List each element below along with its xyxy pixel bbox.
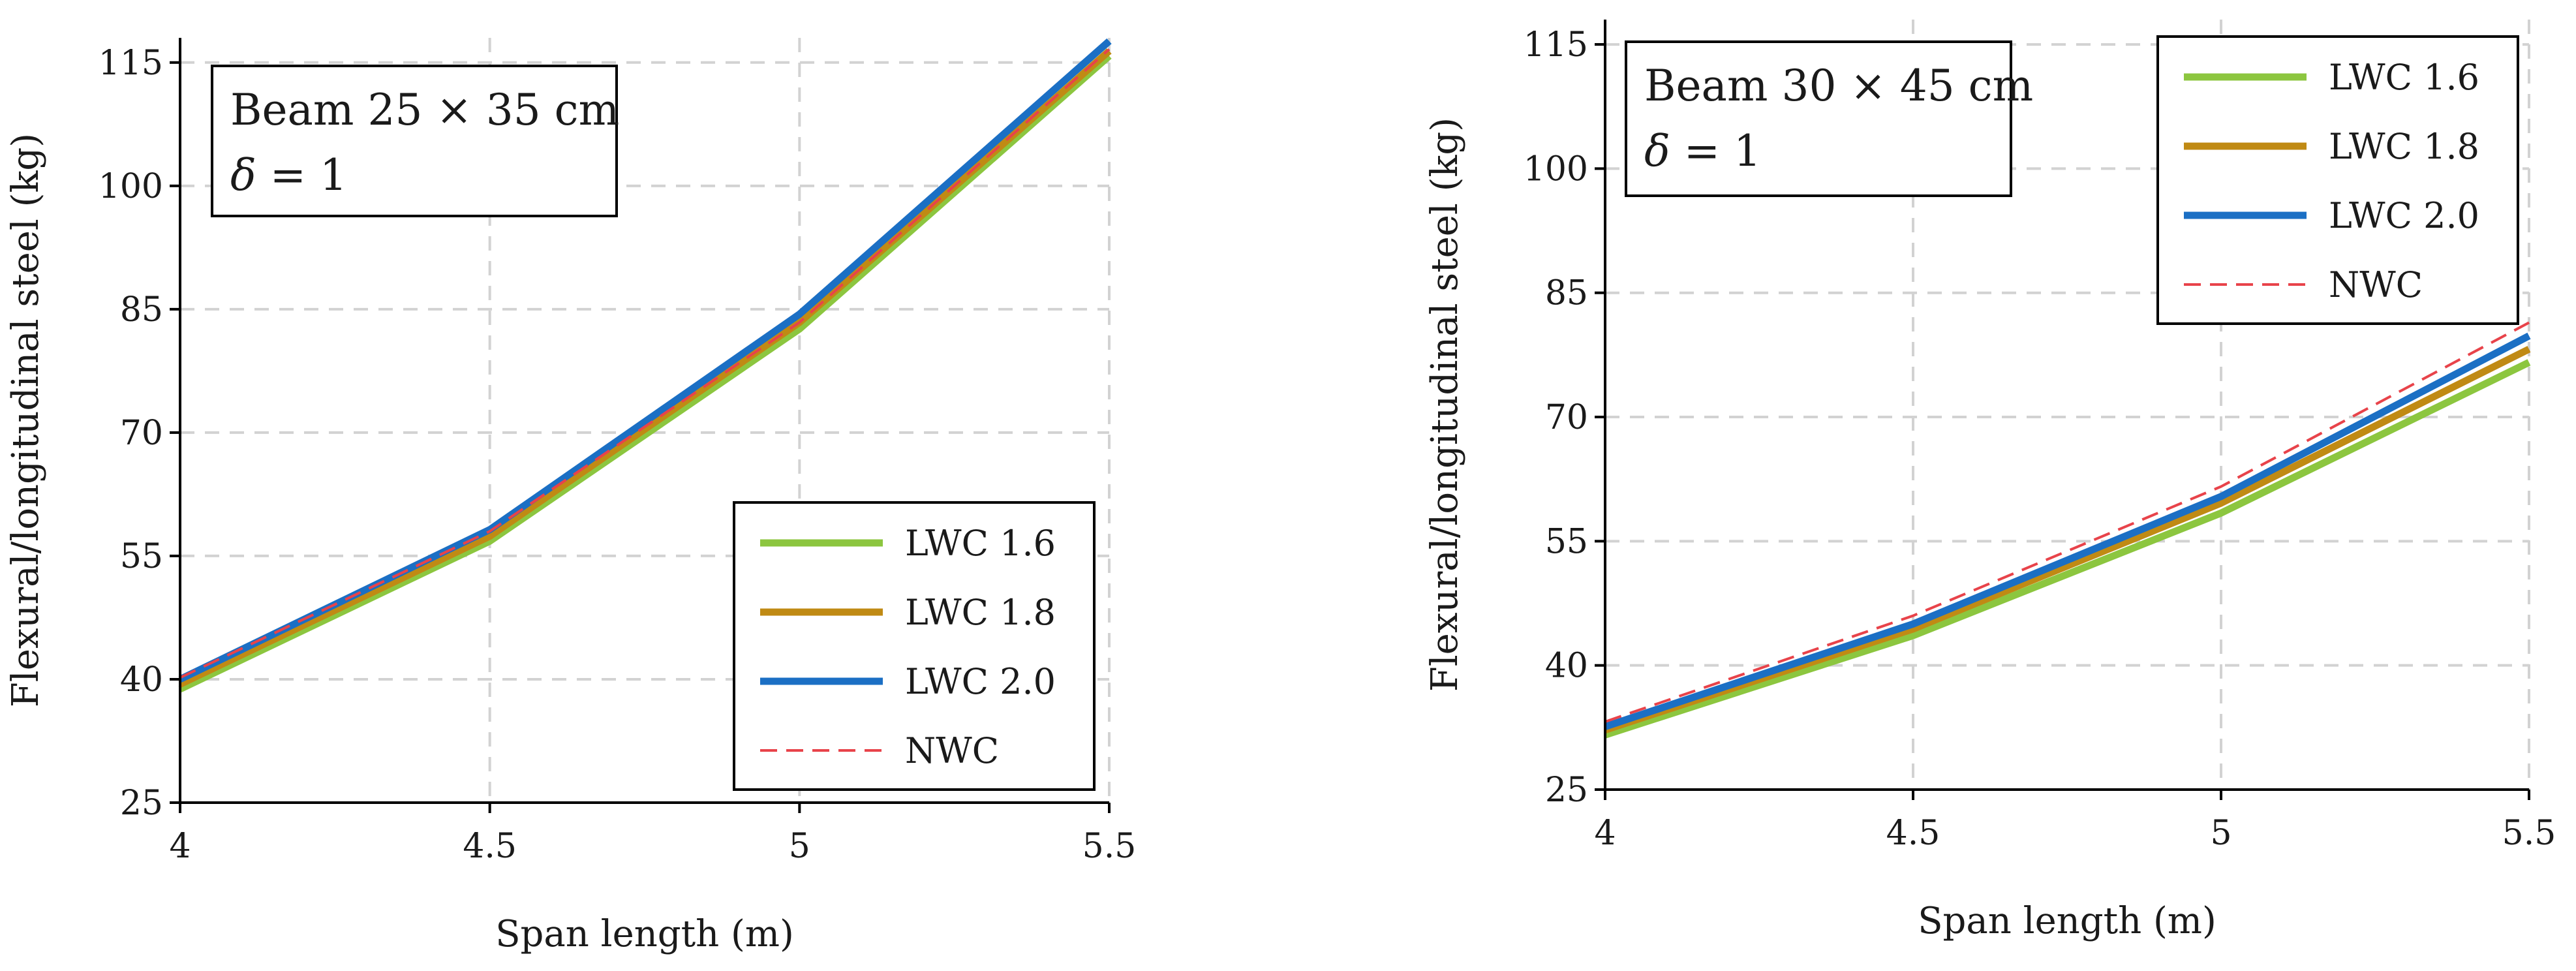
x-axis-title: Span length (m) (1918, 900, 2216, 942)
delta-symbol: δ (1644, 126, 1670, 176)
legend-label: NWC (905, 730, 999, 771)
x-tick-label: 4.5 (463, 827, 517, 866)
y-tick-label: 85 (1545, 274, 1588, 313)
legend-label: LWC 1.8 (905, 592, 1056, 633)
y-tick-label: 100 (99, 167, 163, 206)
annotation-frame (211, 65, 618, 217)
y-tick-label: 85 (120, 290, 163, 330)
y-axis-title: Flexural/longitudinal steel (kg) (5, 133, 47, 707)
x-tick-label: 5.5 (1082, 827, 1137, 866)
x-tick-label: 5 (2210, 814, 2231, 853)
annotation-box: Beam 25 × 35 cm δ = 1 (211, 65, 619, 217)
series-lines (178, 38, 1112, 693)
annotation-frame (1625, 40, 2012, 197)
y-tick-label: 40 (1545, 647, 1588, 686)
x-tick-label: 5 (789, 827, 810, 866)
series-lines (1604, 321, 2531, 739)
legend-frame (2156, 35, 2519, 325)
legend: LWC 1.6 LWC 1.8 LWC 2.0 NWC (733, 501, 1096, 791)
annotation-delta: δ = 1 (230, 150, 347, 200)
series-line-lwc-1-6 (178, 53, 1112, 693)
legend-label: LWC 2.0 (2329, 195, 2479, 236)
y-tick-label: 100 (1524, 149, 1588, 189)
series-line-lwc-1-6 (1604, 359, 2531, 739)
series-line-lwc-2-0 (1604, 332, 2531, 730)
legend: LWC 1.6 LWC 1.8 LWC 2.0 NWC (2156, 35, 2519, 325)
x-axis-title: Span length (m) (495, 913, 794, 955)
legend-item: LWC 1.8 (2184, 126, 2479, 167)
legend-label: NWC (2329, 264, 2423, 305)
x-tick-label: 4.5 (1886, 814, 1940, 853)
legend-item: LWC 2.0 (760, 661, 1056, 702)
legend-item: LWC 1.6 (760, 523, 1056, 564)
series-line-nwc (1604, 321, 2530, 723)
x-tick-label: 4 (1594, 814, 1616, 853)
annotation-box: Beam 30 × 45 cm δ = 1 (1625, 40, 2033, 197)
y-tick-label: 115 (1524, 25, 1588, 65)
chart-panel-beam-25x35: 25 40 55 70 85 100 115 4 4.5 5 5.5 Span length (m) F… (5, 38, 1136, 955)
y-tick-label: 115 (99, 44, 163, 83)
legend-item: NWC (2184, 264, 2423, 305)
y-tick-label: 70 (120, 414, 163, 453)
delta-value: = 1 (1670, 126, 1761, 176)
legend-item: LWC 2.0 (2184, 195, 2479, 236)
series-line-nwc (179, 48, 1111, 679)
y-tick-label: 55 (120, 537, 163, 576)
y-tick-label: 25 (120, 784, 163, 823)
series-line-lwc-1-8 (1604, 346, 2531, 733)
legend-label: LWC 2.0 (905, 661, 1056, 702)
annotation-beam-size: Beam 30 × 45 cm (1644, 61, 2033, 111)
x-tick-label: 5.5 (2502, 814, 2556, 853)
legend-frame (733, 501, 1096, 791)
chart-panel-beam-30x45: 25 40 55 70 85 100 115 4 4.5 5 5.5 Span length (m) F… (1424, 20, 2556, 942)
delta-value: = 1 (256, 150, 347, 200)
legend-label: LWC 1.6 (905, 523, 1056, 564)
y-tick-label: 40 (120, 660, 163, 700)
delta-symbol: δ (230, 150, 256, 200)
y-tick-label: 55 (1545, 522, 1588, 561)
legend-item: NWC (760, 730, 999, 771)
y-tick-label: 70 (1545, 398, 1588, 437)
x-tick-label: 4 (169, 827, 191, 866)
legend-label: LWC 1.8 (2329, 126, 2479, 167)
annotation-beam-size: Beam 25 × 35 cm (230, 85, 619, 135)
y-axis-title: Flexural/longitudinal steel (kg) (1424, 117, 1466, 692)
legend-label: LWC 1.6 (2329, 57, 2479, 98)
y-tick-label: 25 (1545, 771, 1588, 810)
legend-item: LWC 1.6 (2184, 57, 2479, 98)
annotation-delta: δ = 1 (1644, 126, 1761, 176)
legend-item: LWC 1.8 (760, 592, 1056, 633)
